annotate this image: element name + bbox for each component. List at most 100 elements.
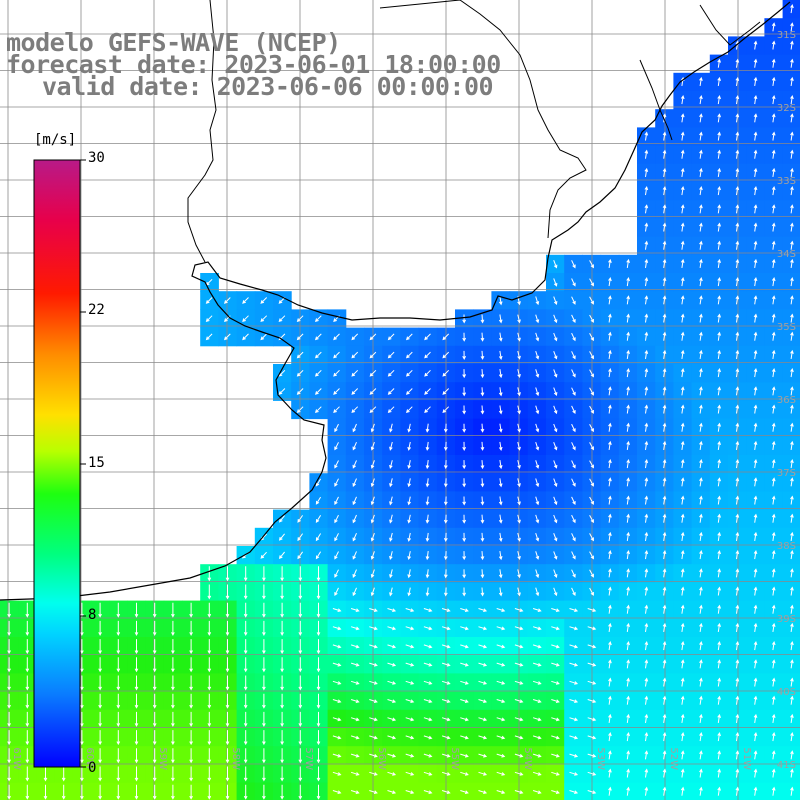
wind-arrow [771,768,776,778]
wind-arrow [352,496,357,506]
wind-arrow [387,680,397,685]
wind-arrow [314,406,322,414]
wind-arrow [369,333,377,341]
wind-arrow [462,387,467,397]
wind-arrow [314,388,322,395]
wind-arrow [205,315,213,323]
wind-arrow [296,369,304,377]
wind-arrow [262,711,266,727]
wind-arrow [644,713,649,723]
wind-arrow [717,568,721,578]
wind-arrow [571,551,576,560]
wind-arrow [443,587,448,597]
wind-arrow [514,608,524,612]
wind-arrow [480,441,485,451]
wind-arrow [535,387,540,397]
colorbar-unit-label: [m/s] [34,132,77,148]
wind-arrow [333,406,340,414]
wind-arrow [369,680,378,685]
wind-arrow [171,784,175,800]
wind-arrow [790,550,794,560]
wind-arrow [535,551,540,560]
wind-arrow [405,680,415,685]
wind-arrow [298,711,303,727]
wind-arrow [644,440,649,450]
wind-arrow [316,602,321,618]
wind-arrow [333,388,340,395]
wind-arrow [771,568,776,578]
wind-arrow [315,533,322,542]
wind-arrow [25,748,30,764]
wind-arrow [225,620,230,636]
wind-arrow [262,639,266,655]
wind-arrow [462,441,467,451]
wind-arrow [80,730,84,746]
wind-arrow [771,604,776,614]
wind-arrow [717,750,721,760]
wind-arrow [608,641,612,651]
wind-arrow [423,771,433,776]
wind-arrow [480,314,485,324]
wind-arrow [262,784,266,800]
wind-arrow [423,790,433,794]
wind-arrow [407,496,411,506]
wind-arrow [680,586,685,596]
wind-arrow [243,711,248,727]
wind-arrow [260,315,268,323]
wind-arrow [553,278,558,287]
wind-arrow [662,258,667,268]
wind-arrow [297,551,304,560]
wind-arrow [699,513,703,523]
wind-arrow [699,131,703,141]
wind-arrow [717,313,721,323]
wind-arrow [98,748,102,764]
wind-arrow [480,496,485,506]
wind-arrow [405,406,413,414]
wind-arrow [753,167,758,177]
wind-arrow [571,460,576,469]
wind-arrow [462,496,467,506]
wind-arrow [662,768,667,778]
wind-arrow [535,496,540,506]
wind-arrow [242,297,249,304]
wind-arrow [407,551,411,561]
wind-arrow [350,735,360,740]
wind-arrow [790,622,794,632]
wind-arrow [753,313,758,323]
wind-arrow [717,131,721,141]
wind-arrow [608,550,612,560]
wind-arrow [608,513,612,523]
wind-arrow [571,260,576,269]
wind-arrow [350,644,360,649]
wind-arrow [462,569,467,579]
wind-arrow [442,333,450,341]
colorbar-label-0: 0 [88,760,97,776]
wind-arrow [7,639,11,655]
wind-arrow [532,790,542,794]
wind-arrow [717,222,721,232]
wind-arrow [571,351,576,360]
wind-arrow [116,620,121,636]
wind-arrow [189,620,193,636]
wind-arrow [369,735,378,740]
wind-arrow [699,76,703,86]
wind-arrow [298,639,303,655]
wind-arrow [551,735,560,740]
wind-arrow [699,222,703,232]
wind-arrow [569,608,579,612]
wind-arrow [350,771,360,776]
wind-arrow [316,730,321,746]
wind-arrow [425,496,430,506]
wind-arrow [225,766,230,782]
wind-arrow [478,735,488,740]
wind-arrow [753,349,758,359]
wind-arrow [225,639,230,655]
wind-arrow [790,459,794,469]
wind-arrow [369,626,378,631]
wind-arrow [332,735,342,740]
wind-arrow [569,626,579,631]
wind-arrow [790,604,794,614]
wind-arrow [680,313,685,323]
